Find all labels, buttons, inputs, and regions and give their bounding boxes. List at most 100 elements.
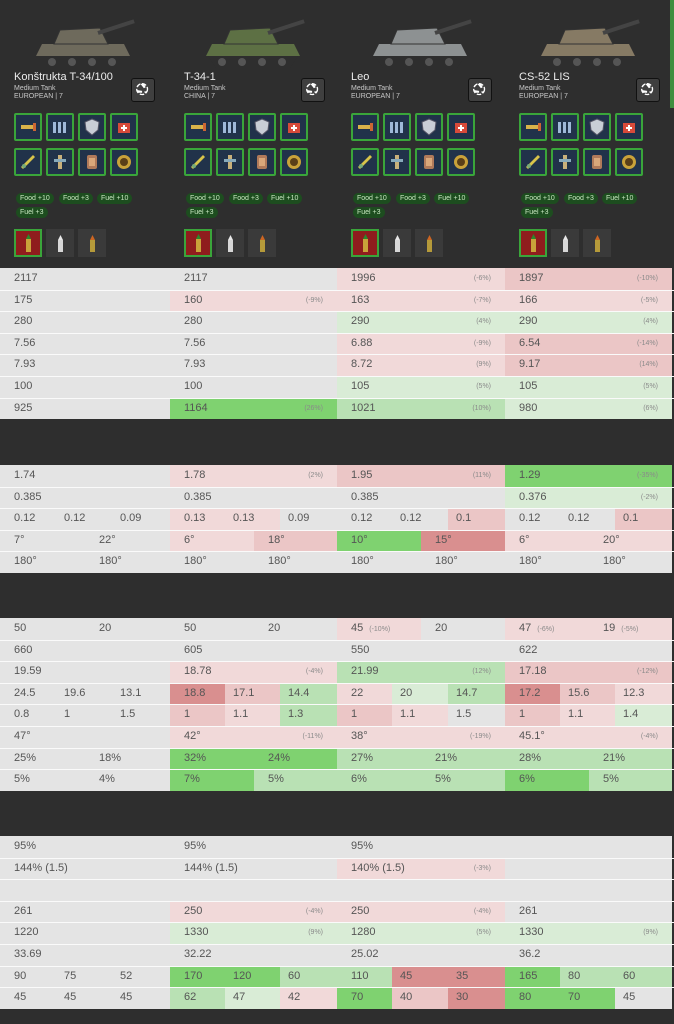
equipment-slot[interactable] [351,148,379,176]
equipment-slot[interactable] [383,148,411,176]
ammo-slot[interactable] [46,229,74,257]
equipment-slot[interactable] [415,113,443,141]
equipment-slot[interactable] [583,113,611,141]
equipment-slot[interactable] [447,148,475,176]
stat-cell: 45 [56,987,112,1009]
recycle-button[interactable] [301,78,325,102]
stat-cell: 1220 [0,922,170,944]
equipment-slot[interactable] [615,113,643,141]
equipment-slot[interactable] [78,148,106,176]
row-divider [0,922,674,923]
equipment-slot[interactable] [280,113,308,141]
stat-cell: 0.385 [170,486,337,509]
equipment-slot[interactable] [14,113,42,141]
stat-value: 24% [268,751,291,764]
equipment-slot[interactable] [519,113,547,141]
stat-cell: 120 [225,965,280,988]
ammo-slot[interactable] [14,229,42,257]
stat-cell: 1.95 (11%) [337,465,505,487]
stat-cell: 32.22 [170,944,337,966]
stat-delta: (5%) [476,383,491,390]
rangefinder-icon [223,122,236,133]
stat-value: 10° [351,533,368,546]
ammo-slot[interactable] [551,229,579,257]
tank-nation-tier: EUROPEAN | 7 [351,93,400,100]
equipment-slot[interactable] [351,113,379,141]
equipment-slot[interactable] [184,113,212,141]
stat-value: 5% [435,773,451,786]
stat-value: 50 [14,622,27,634]
ammo-slot[interactable] [383,229,411,257]
equipment-slot[interactable] [184,148,212,176]
tank-image [541,19,640,68]
stat-cell: 50 [170,618,254,640]
ammo-slot[interactable] [583,229,611,257]
stat-cell: 1330 (9%) [505,922,672,944]
stat-cell: 40 [392,987,448,1009]
recycle-button[interactable] [131,78,155,102]
row-divider [0,311,674,312]
stat-cell: 33.69 [0,944,170,966]
ammo-slot[interactable] [248,229,276,257]
ammo-slot[interactable] [184,229,212,257]
equipment-slot[interactable] [447,113,475,141]
equipment-slot[interactable] [583,148,611,176]
equipment-slot[interactable] [248,148,276,176]
tank-name: CS-52 LIS [519,71,570,83]
stat-value: 0.12 [64,512,86,525]
stat-cell: 165 [505,965,560,988]
row-divider [0,290,674,291]
stat-cell: 5% [254,769,337,791]
equipment-slot[interactable] [615,148,643,176]
equipment-slot[interactable] [46,113,74,141]
ammo-slot[interactable] [216,229,244,257]
stat-value: 0.376 [519,490,547,503]
equipment-slot[interactable] [383,113,411,141]
stat-value: 622 [519,643,538,656]
recycle-button[interactable] [468,78,492,102]
stat-value: 180° [351,555,374,568]
stat-cell: 1.5 [112,704,170,726]
equipment-slot[interactable] [14,148,42,176]
row-divider [0,333,674,334]
equipment-slot[interactable] [110,113,138,141]
stat-delta: (26%) [304,404,323,412]
equipment-slot[interactable] [551,148,579,176]
spall-liner-icon [257,155,267,169]
stat-value: 1330 [519,926,544,939]
recycle-button[interactable] [636,78,660,102]
equipment-slot[interactable] [216,113,244,141]
equipment-slot[interactable] [78,113,106,141]
ammo-slot[interactable] [415,229,443,257]
engine-tuning-icon [21,155,35,169]
stat-value: 180° [268,555,291,568]
equipment-slot[interactable] [415,148,443,176]
stat-delta: (-19%) [469,733,491,740]
ammo-slot[interactable] [351,229,379,257]
equipment-slot[interactable] [110,148,138,176]
stat-value: 18° [268,533,285,546]
stat-delta: (6%) [643,404,658,412]
equipment-slot[interactable] [551,113,579,141]
stat-cell [505,836,672,858]
stat-cell: 20 [392,682,448,705]
stat-value: 1.5 [456,708,472,721]
ammo-slot[interactable] [78,229,106,257]
equipment-slot[interactable] [280,148,308,176]
stat-delta: (-6%) [537,626,555,633]
rammer-icon [191,123,206,131]
stat-cell: 1.78 (2%) [170,465,337,487]
equipment-slot[interactable] [216,148,244,176]
stat-cell: 36.2 [505,944,672,966]
stat-value: 35 [456,969,469,982]
equipment-slot[interactable] [46,148,74,176]
ammo-slot[interactable] [519,229,547,257]
first-aid-kit-icon [288,123,300,133]
stat-value: 38° [351,730,368,742]
stat-cell: 160 (-9%) [170,289,337,312]
stat-value: 1.95 [351,469,373,481]
equipment-slot[interactable] [519,148,547,176]
row-divider [0,987,674,988]
equipment-slot[interactable] [248,113,276,141]
stat-value: 100 [184,380,203,392]
